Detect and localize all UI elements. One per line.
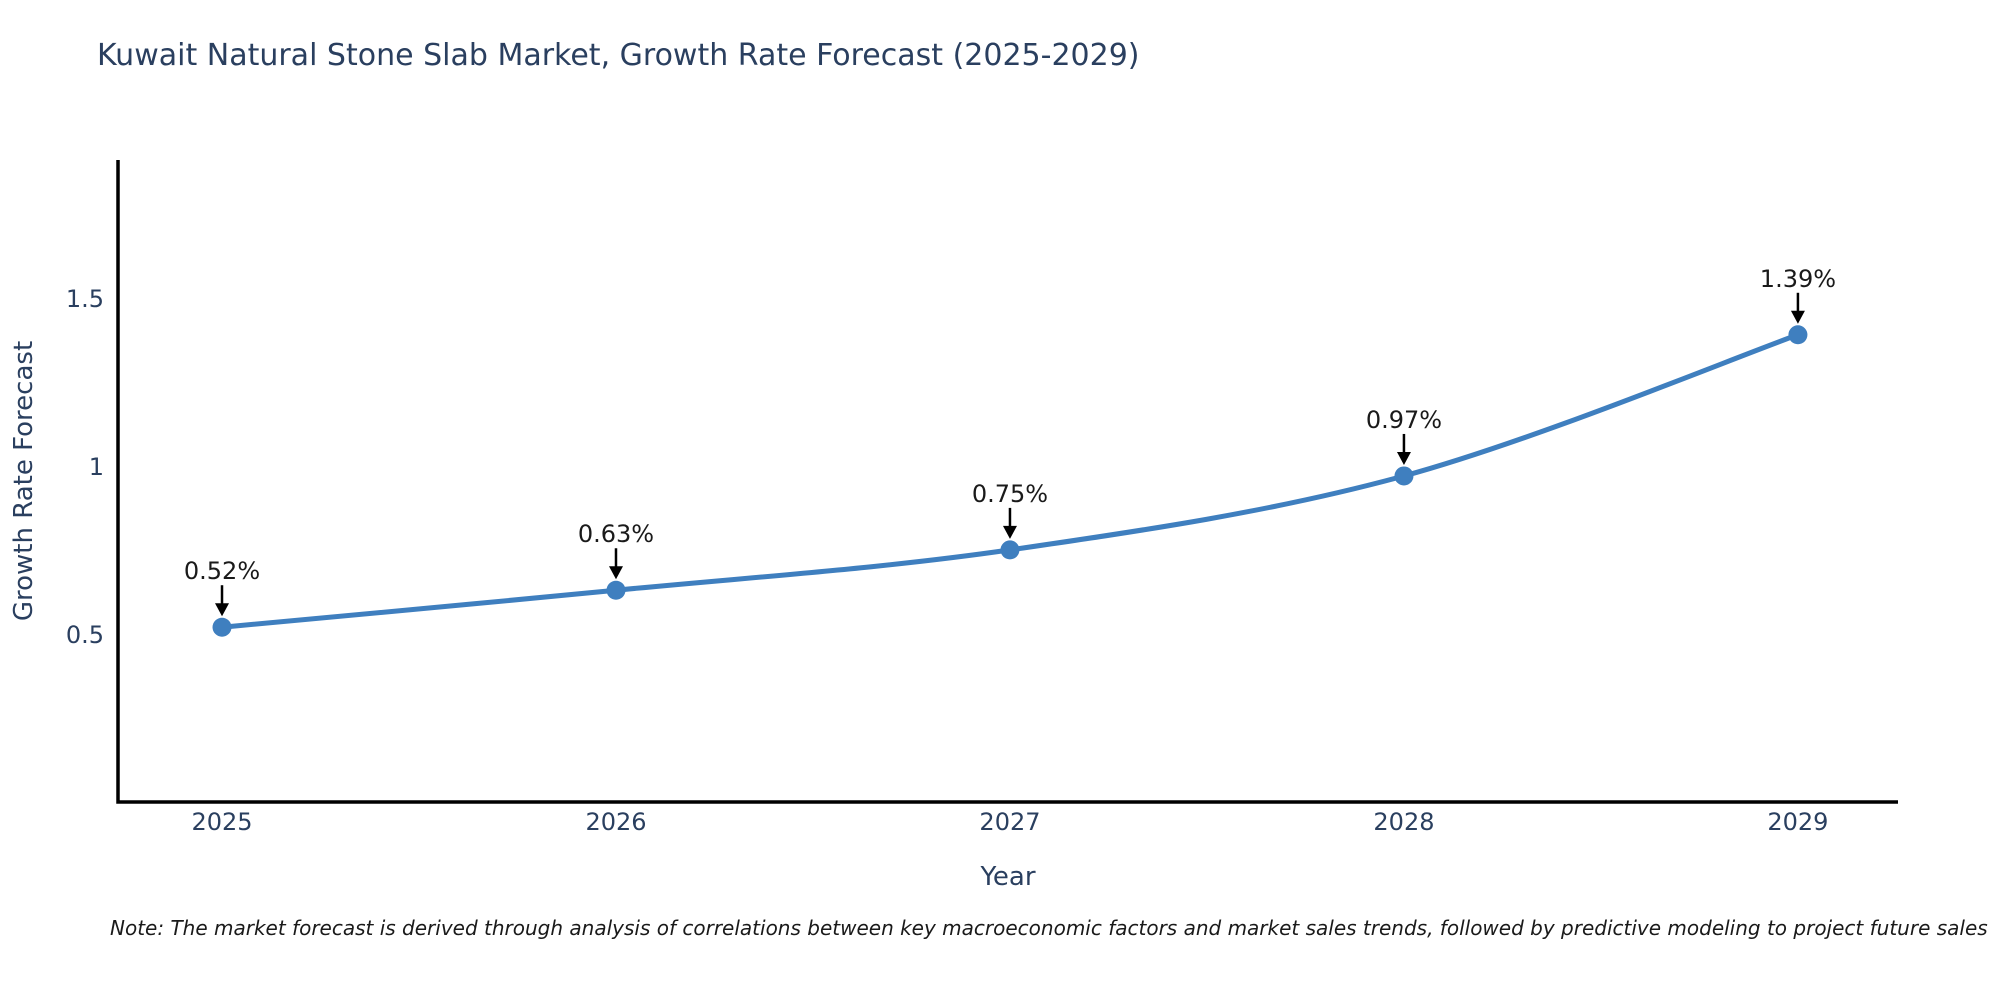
data-point-marker — [1788, 325, 1808, 345]
x-tick-label: 2029 — [1767, 808, 1828, 836]
data-point-marker — [1000, 540, 1020, 560]
y-tick-label: 1.5 — [66, 285, 104, 313]
data-point-marker — [212, 617, 232, 637]
data-point-label: 0.75% — [972, 480, 1048, 508]
data-point-marker — [1394, 466, 1414, 486]
data-point-label: 0.97% — [1366, 406, 1442, 434]
x-tick-label: 2027 — [979, 808, 1040, 836]
data-point-label: 1.39% — [1760, 265, 1836, 293]
x-tick-label: 2025 — [191, 808, 252, 836]
x-axis-title: Year — [980, 862, 1036, 892]
y-axis-title: Growth Rate Forecast — [9, 340, 39, 622]
footnote: Note: The market forecast is derived thr… — [110, 916, 1988, 940]
annotation-arrowhead-icon — [1396, 451, 1411, 465]
data-point-label: 0.63% — [578, 520, 654, 548]
annotation-arrowhead-icon — [608, 566, 623, 580]
y-tick-label: 0.5 — [66, 621, 104, 649]
annotation-arrowhead-icon — [1790, 310, 1805, 324]
data-point-marker — [606, 580, 626, 600]
x-tick-label: 2028 — [1373, 808, 1434, 836]
axis-spines — [116, 160, 1898, 804]
chart-title: Kuwait Natural Stone Slab Market, Growth… — [97, 38, 1140, 73]
y-tick-label: 1 — [89, 453, 104, 481]
annotation-arrowhead-icon — [215, 603, 230, 617]
x-tick-label: 2026 — [585, 808, 646, 836]
annotation-arrowhead-icon — [1002, 525, 1017, 539]
data-point-label: 0.52% — [184, 557, 260, 585]
